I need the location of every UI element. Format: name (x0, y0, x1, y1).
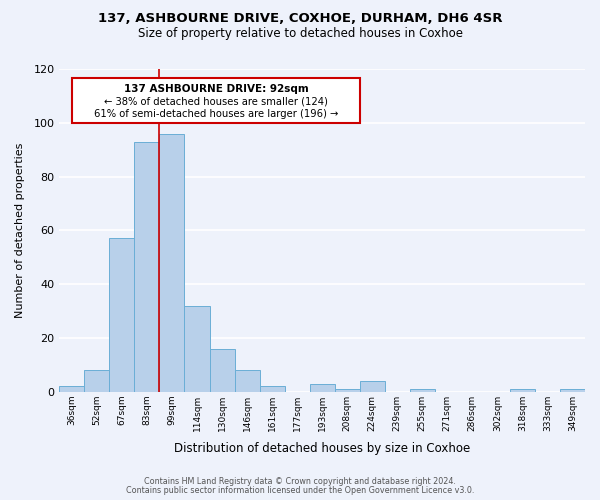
Bar (160, 134, 184, 392)
Bar (59, 386, 85, 392)
Bar (109, 238, 134, 392)
Bar (510, 389, 535, 392)
Bar (410, 389, 435, 392)
Text: ← 38% of detached houses are smaller (124): ← 38% of detached houses are smaller (12… (104, 96, 328, 106)
Bar (310, 384, 335, 392)
Bar (209, 348, 235, 392)
Text: Contains HM Land Registry data © Crown copyright and database right 2024.: Contains HM Land Registry data © Crown c… (144, 477, 456, 486)
Bar (184, 306, 209, 392)
Text: 137, ASHBOURNE DRIVE, COXHOE, DURHAM, DH6 4SR: 137, ASHBOURNE DRIVE, COXHOE, DURHAM, DH… (98, 12, 502, 26)
Text: 61% of semi-detached houses are larger (196) →: 61% of semi-detached houses are larger (… (94, 108, 338, 118)
Bar (560, 389, 585, 392)
Text: Contains public sector information licensed under the Open Government Licence v3: Contains public sector information licen… (126, 486, 474, 495)
Bar (85, 370, 109, 392)
X-axis label: Distribution of detached houses by size in Coxhoe: Distribution of detached houses by size … (174, 442, 470, 455)
Bar (360, 381, 385, 392)
Bar (134, 142, 160, 392)
Text: 137 ASHBOURNE DRIVE: 92sqm: 137 ASHBOURNE DRIVE: 92sqm (124, 84, 308, 94)
Bar (335, 389, 360, 392)
Y-axis label: Number of detached properties: Number of detached properties (15, 142, 25, 318)
Bar (260, 386, 284, 392)
Bar (235, 370, 260, 392)
Text: Size of property relative to detached houses in Coxhoe: Size of property relative to detached ho… (137, 28, 463, 40)
